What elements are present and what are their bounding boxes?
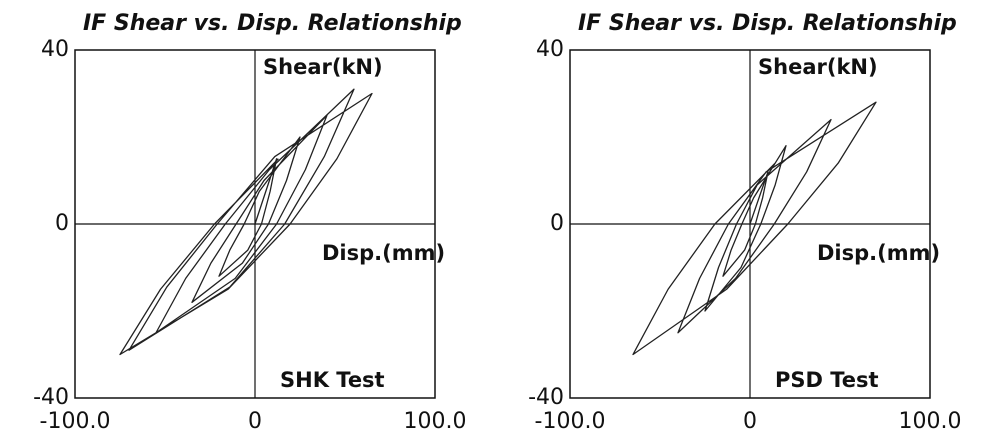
x-axis-label: Disp.(mm) (322, 241, 445, 265)
y-tick-label: 0 (550, 211, 564, 236)
y-tick-label: 40 (536, 37, 564, 62)
y-tick-label: 40 (41, 37, 69, 62)
x-tick-label: 100.0 (899, 409, 962, 434)
annotation: SHK Test (280, 368, 385, 392)
annotation: PSD Test (775, 368, 879, 392)
y-tick-label: -40 (528, 385, 564, 410)
x-tick-label: 100.0 (404, 409, 467, 434)
y-axis-label: Shear(kN) (263, 55, 383, 79)
y-axis-label: Shear(kN) (758, 55, 878, 79)
x-tick-label: -100.0 (535, 409, 606, 434)
y-tick-label: -40 (33, 385, 69, 410)
chart-title: IF Shear vs. Disp. Relationship (578, 11, 957, 36)
hysteresis-curve (632, 101, 877, 356)
x-tick-label: -100.0 (40, 409, 111, 434)
x-tick-label: 0 (743, 409, 757, 434)
hysteresis-curve (119, 88, 373, 356)
x-tick-label: 0 (248, 409, 262, 434)
x-axis-label: Disp.(mm) (817, 241, 940, 265)
y-tick-label: 0 (55, 211, 69, 236)
chart-title: IF Shear vs. Disp. Relationship (83, 11, 462, 36)
